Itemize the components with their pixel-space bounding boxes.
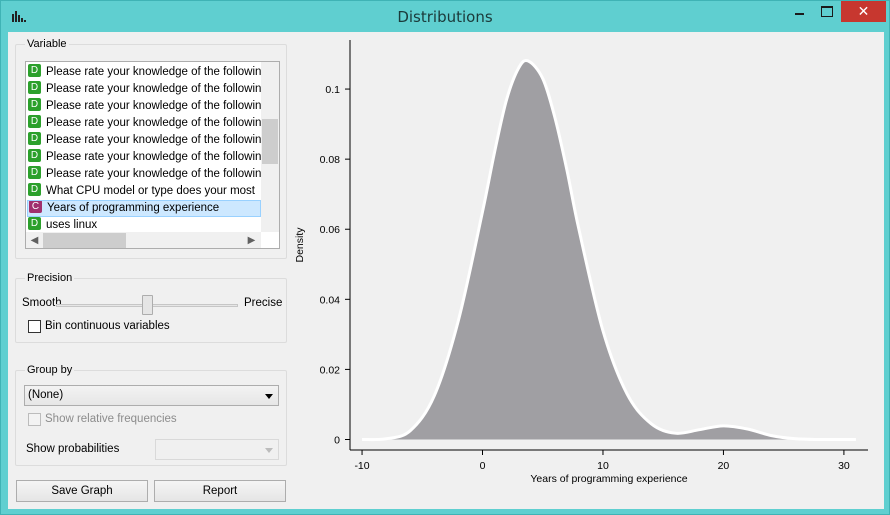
y-tick-label: 0.1 <box>325 84 340 96</box>
discrete-variable-icon: D <box>28 132 41 146</box>
variable-list-item[interactable]: D Please rate your knowledge of the follo… <box>27 98 261 115</box>
precise-label: Precise <box>244 297 283 309</box>
bin-continuous-checkbox[interactable] <box>28 320 41 333</box>
close-icon: ✕ <box>857 3 870 19</box>
y-tick-label: 0.02 <box>320 364 341 376</box>
vertical-scroll-thumb[interactable] <box>262 119 278 164</box>
group-by-selected: (None) <box>28 389 64 401</box>
variable-list-item-label: Years of programming experience <box>47 202 220 214</box>
relative-frequencies-checkbox[interactable] <box>28 413 41 426</box>
variable-list-item[interactable]: D Please rate your knowledge of the follo… <box>27 132 261 149</box>
variable-list[interactable]: D Please rate your knowledge of the follo… <box>25 61 280 249</box>
window-title: Distributions <box>397 8 493 26</box>
discrete-variable-icon: D <box>28 64 41 78</box>
discrete-variable-icon: D <box>28 81 41 95</box>
variable-list-item[interactable]: D Please rate your knowledge of the follo… <box>27 166 261 183</box>
discrete-variable-icon: D <box>28 115 41 129</box>
horizontal-scroll-thumb[interactable] <box>43 233 126 248</box>
show-probabilities-combo[interactable] <box>155 439 279 460</box>
report-button[interactable]: Report <box>154 480 286 502</box>
group-by-group: Group by (None) Show relative frequencie… <box>15 364 287 466</box>
variable-list-item-label: Please rate your knowledge of the follow… <box>46 100 261 112</box>
relative-frequencies-label: Show relative frequencies <box>45 413 177 425</box>
variable-list-item-label: uses linux <box>46 219 98 231</box>
y-tick-label: 0.08 <box>320 154 341 166</box>
y-tick-label: 0 <box>334 434 340 446</box>
x-tick-label: 0 <box>480 460 486 472</box>
x-tick-label: 20 <box>718 460 730 472</box>
y-tick-label: 0.06 <box>320 224 341 236</box>
variable-list-item-label: Please rate your knowledge of the follow… <box>46 117 261 129</box>
discrete-variable-icon: D <box>28 183 41 197</box>
variable-list-item[interactable]: D What CPU model or type does your most <box>27 183 261 200</box>
smooth-label: Smooth <box>22 297 62 309</box>
scroll-right-icon[interactable]: ▶ <box>247 235 256 246</box>
variable-list-item-label: Please rate your knowledge of the follow… <box>46 151 261 163</box>
list-vertical-scrollbar[interactable] <box>261 62 279 232</box>
list-horizontal-scrollbar[interactable]: ◀ ▶ <box>26 232 261 248</box>
variable-group: Variable D Please rate your knowledge of … <box>15 38 287 259</box>
chevron-down-icon <box>265 448 273 453</box>
maximize-button[interactable] <box>813 1 840 22</box>
variable-list-item-label: Please rate your knowledge of the follow… <box>46 168 261 180</box>
main-area: Variable D Please rate your knowledge of … <box>8 32 884 509</box>
continuous-variable-icon: C <box>29 201 42 214</box>
density-area <box>362 60 856 440</box>
discrete-variable-icon: D <box>28 217 41 231</box>
variable-list-item[interactable]: C Years of programming experience <box>27 200 261 217</box>
minimize-button[interactable] <box>787 1 813 22</box>
show-probabilities-label: Show probabilities <box>26 443 120 455</box>
title-bar[interactable]: Distributions ✕ <box>1 1 889 32</box>
variable-list-item-label: What CPU model or type does your most <box>46 185 255 197</box>
x-tick-label: 30 <box>838 460 850 472</box>
precision-group: Precision Smooth Precise Bin continuous … <box>15 272 287 343</box>
y-axis-label: Density <box>294 227 306 263</box>
variable-list-item-label: Please rate your knowledge of the follow… <box>46 134 261 146</box>
density-plot[interactable]: 0 0.02 0.04 0.06 0.08 0.1 -10 0 10 20 30 Years of p… <box>288 32 884 509</box>
y-tick-label: 0.04 <box>320 294 341 306</box>
scroll-left-icon[interactable]: ◀ <box>30 235 39 246</box>
precision-slider-handle[interactable] <box>142 295 153 315</box>
variable-group-title: Variable <box>25 38 69 50</box>
discrete-variable-icon: D <box>28 166 41 180</box>
precision-group-title: Precision <box>25 272 75 284</box>
variable-list-item[interactable]: D Please rate your knowledge of the follo… <box>27 81 261 98</box>
discrete-variable-icon: D <box>28 98 41 112</box>
variable-list-item-label: Please rate your knowledge of the follow… <box>46 66 261 78</box>
close-button[interactable]: ✕ <box>841 1 886 22</box>
variable-list-item[interactable]: D Please rate your knowledge of the follo… <box>27 64 261 81</box>
x-tick-label: -10 <box>354 460 369 472</box>
chevron-down-icon <box>265 394 273 399</box>
group-by-combo[interactable]: (None) <box>24 385 279 406</box>
x-tick-label: 10 <box>597 460 609 472</box>
bin-continuous-label: Bin continuous variables <box>45 320 170 332</box>
x-axis-label: Years of programming experience <box>530 473 687 485</box>
discrete-variable-icon: D <box>28 149 41 163</box>
group-by-group-title: Group by <box>25 364 75 376</box>
variable-list-item-label: Please rate your knowledge of the follow… <box>46 83 261 95</box>
distributions-app-icon <box>12 11 26 22</box>
save-graph-button[interactable]: Save Graph <box>16 480 148 502</box>
variable-list-item[interactable]: D Please rate your knowledge of the follo… <box>27 115 261 132</box>
density-curve-line <box>362 58 856 442</box>
variable-list-item[interactable]: D Please rate your knowledge of the follo… <box>27 149 261 166</box>
